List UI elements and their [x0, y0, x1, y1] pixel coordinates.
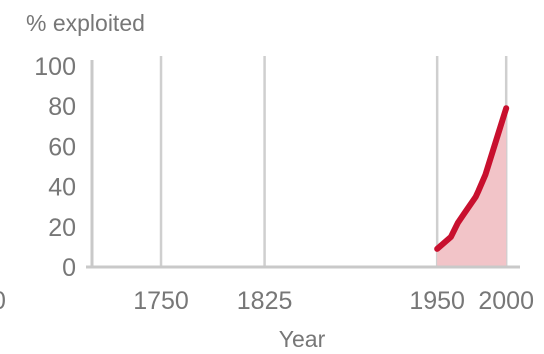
y-tick-label-40: 40 [48, 174, 76, 202]
y-axis-title: % exploited [26, 10, 145, 36]
x-tick-label-clipped: 0 [0, 287, 6, 315]
x-tick-label-2000: 2000 [478, 287, 534, 315]
y-tick-label-100: 100 [34, 53, 76, 81]
y-tick-label-20: 20 [48, 214, 76, 242]
grid-layer [92, 56, 506, 267]
x-tick-label-1825: 1825 [237, 287, 293, 315]
y-tick-label-0: 0 [62, 254, 76, 282]
area-layer [437, 108, 506, 267]
tick-layer: 0 20 40 60 80 100 1750 1825 1950 2000 [34, 53, 534, 315]
y-tick-label-60: 60 [48, 133, 76, 161]
x-axis-title: Year [279, 326, 326, 352]
y-tick-label-80: 80 [48, 93, 76, 121]
x-tick-label-1750: 1750 [133, 287, 189, 315]
x-tick-label-1950: 1950 [409, 287, 465, 315]
